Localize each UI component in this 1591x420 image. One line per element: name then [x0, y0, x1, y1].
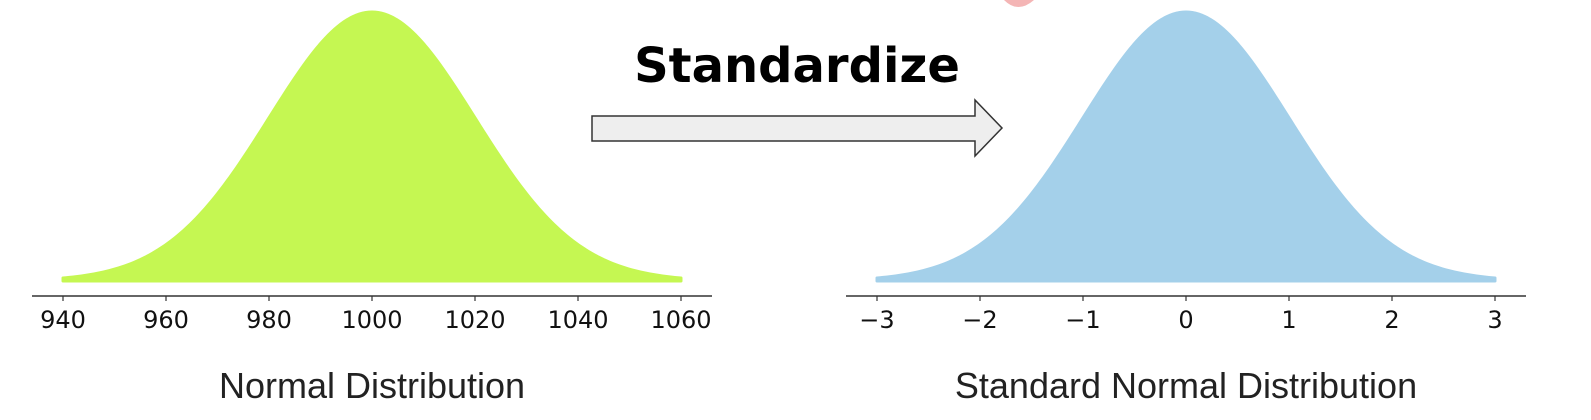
- x-tick-label: 1040: [547, 306, 608, 334]
- x-tick-label: 2: [1384, 306, 1399, 334]
- x-tick-label: 940: [40, 306, 86, 334]
- standard-normal-distribution-chart: −3 −2 −1 0 1 2 3 Standard Normal Distribution: [846, 10, 1526, 406]
- density-curve: [875, 10, 1497, 283]
- x-tick-label: −1: [1065, 306, 1100, 334]
- x-tick-label: 1: [1281, 306, 1296, 334]
- x-tick-label: 0: [1178, 306, 1193, 334]
- x-tick-label: 1000: [341, 306, 402, 334]
- x-tick-label: 3: [1487, 306, 1502, 334]
- chart-caption: Normal Distribution: [219, 365, 525, 406]
- x-tick-labels: 940 960 980 1000 1020 1040 1060: [40, 296, 712, 334]
- density-curve: [61, 10, 683, 283]
- chart-caption: Standard Normal Distribution: [955, 365, 1417, 406]
- chart-title: Standardize: [634, 38, 960, 94]
- x-tick-labels: −3 −2 −1 0 1 2 3: [859, 296, 1503, 334]
- x-tick-label: 960: [143, 306, 189, 334]
- x-tick-label: 980: [246, 306, 292, 334]
- normal-distribution-chart: 940 960 980 1000 1020 1040 1060 Normal Distrib…: [32, 10, 712, 406]
- x-tick-label: −3: [859, 306, 894, 334]
- x-tick-label: −2: [962, 306, 997, 334]
- x-tick-label: 1060: [650, 306, 711, 334]
- right-arrow-icon: [591, 98, 1004, 158]
- x-tick-label: 1020: [444, 306, 505, 334]
- decorative-blob: [1004, 0, 1034, 7]
